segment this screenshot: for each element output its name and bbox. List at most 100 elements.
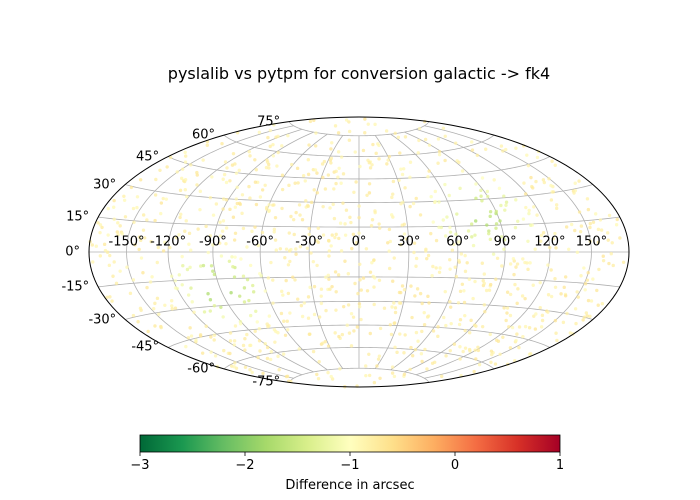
data-point <box>192 310 196 314</box>
data-point <box>436 161 440 165</box>
data-point <box>403 333 407 337</box>
data-point <box>508 262 513 266</box>
data-point <box>188 326 192 330</box>
data-point <box>308 119 313 124</box>
data-point <box>588 239 592 243</box>
data-point <box>375 364 379 368</box>
parallel-line <box>288 367 430 383</box>
data-point <box>317 360 321 364</box>
colorbar-tick-label: −1 <box>340 458 360 473</box>
data-point <box>489 360 493 364</box>
data-point <box>267 209 271 214</box>
data-point <box>233 324 238 328</box>
data-point <box>337 236 341 241</box>
data-point <box>356 291 360 296</box>
data-point <box>349 220 353 225</box>
data-point <box>533 247 537 251</box>
data-point <box>463 269 468 274</box>
data-point <box>347 120 351 124</box>
data-point <box>459 252 464 256</box>
data-point <box>279 311 284 316</box>
data-point <box>389 332 394 337</box>
data-point <box>336 150 341 154</box>
data-point <box>313 144 318 148</box>
data-point <box>214 202 219 206</box>
data-point <box>286 291 291 296</box>
data-point <box>220 141 224 146</box>
data-point <box>122 198 127 203</box>
data-point <box>307 232 311 237</box>
data-point <box>523 296 527 301</box>
data-point <box>248 313 253 318</box>
data-point <box>273 215 278 220</box>
data-point <box>208 309 212 313</box>
data-point <box>153 193 158 197</box>
data-point <box>178 188 183 193</box>
data-point <box>494 222 499 226</box>
data-point <box>555 338 559 343</box>
data-point <box>211 213 216 217</box>
data-point <box>319 301 324 306</box>
data-point <box>426 294 430 299</box>
data-point <box>510 325 515 330</box>
data-point <box>354 241 359 245</box>
data-point <box>248 263 253 268</box>
data-point <box>107 263 112 268</box>
data-point <box>98 254 103 258</box>
data-point <box>448 267 452 271</box>
data-point <box>268 128 273 133</box>
data-point <box>410 354 415 358</box>
data-point <box>420 301 424 306</box>
data-point <box>291 217 296 222</box>
data-point <box>516 219 520 224</box>
data-point <box>412 250 416 255</box>
data-point <box>469 222 474 226</box>
data-point <box>183 177 188 182</box>
data-point <box>505 311 509 315</box>
data-point <box>553 318 558 323</box>
data-point <box>352 329 356 333</box>
data-point <box>132 220 136 224</box>
data-point <box>365 289 370 293</box>
data-point <box>91 260 95 264</box>
map-outline <box>88 116 630 388</box>
data-point <box>265 205 269 210</box>
data-point <box>287 183 291 188</box>
data-point <box>454 232 458 236</box>
data-point <box>414 196 418 201</box>
data-point <box>249 343 253 348</box>
data-point <box>447 193 451 198</box>
data-point <box>153 324 157 328</box>
data-point <box>378 376 382 380</box>
data-point <box>186 293 191 297</box>
data-point <box>294 252 298 256</box>
data-point <box>295 166 300 171</box>
data-point <box>546 263 550 267</box>
data-point <box>426 314 431 318</box>
data-point <box>392 374 397 379</box>
data-point <box>487 231 491 236</box>
data-point <box>474 219 478 223</box>
data-point <box>241 226 246 231</box>
data-point <box>323 340 327 344</box>
data-point <box>508 292 513 297</box>
data-point <box>366 122 370 126</box>
data-point <box>118 224 122 228</box>
latitude-tick-label: 30° <box>93 177 117 192</box>
data-point <box>234 197 239 201</box>
data-point <box>575 290 579 294</box>
data-point <box>463 313 467 318</box>
data-point <box>427 169 431 173</box>
data-point <box>350 246 354 251</box>
parallel-line <box>167 324 551 348</box>
data-point <box>256 355 260 360</box>
data-point <box>283 255 287 260</box>
data-point <box>473 233 477 237</box>
data-point <box>554 331 558 335</box>
data-point <box>495 256 500 260</box>
data-point <box>225 166 229 170</box>
data-point <box>392 301 396 305</box>
data-point <box>497 186 502 191</box>
data-point <box>212 338 216 342</box>
data-point <box>529 352 533 356</box>
